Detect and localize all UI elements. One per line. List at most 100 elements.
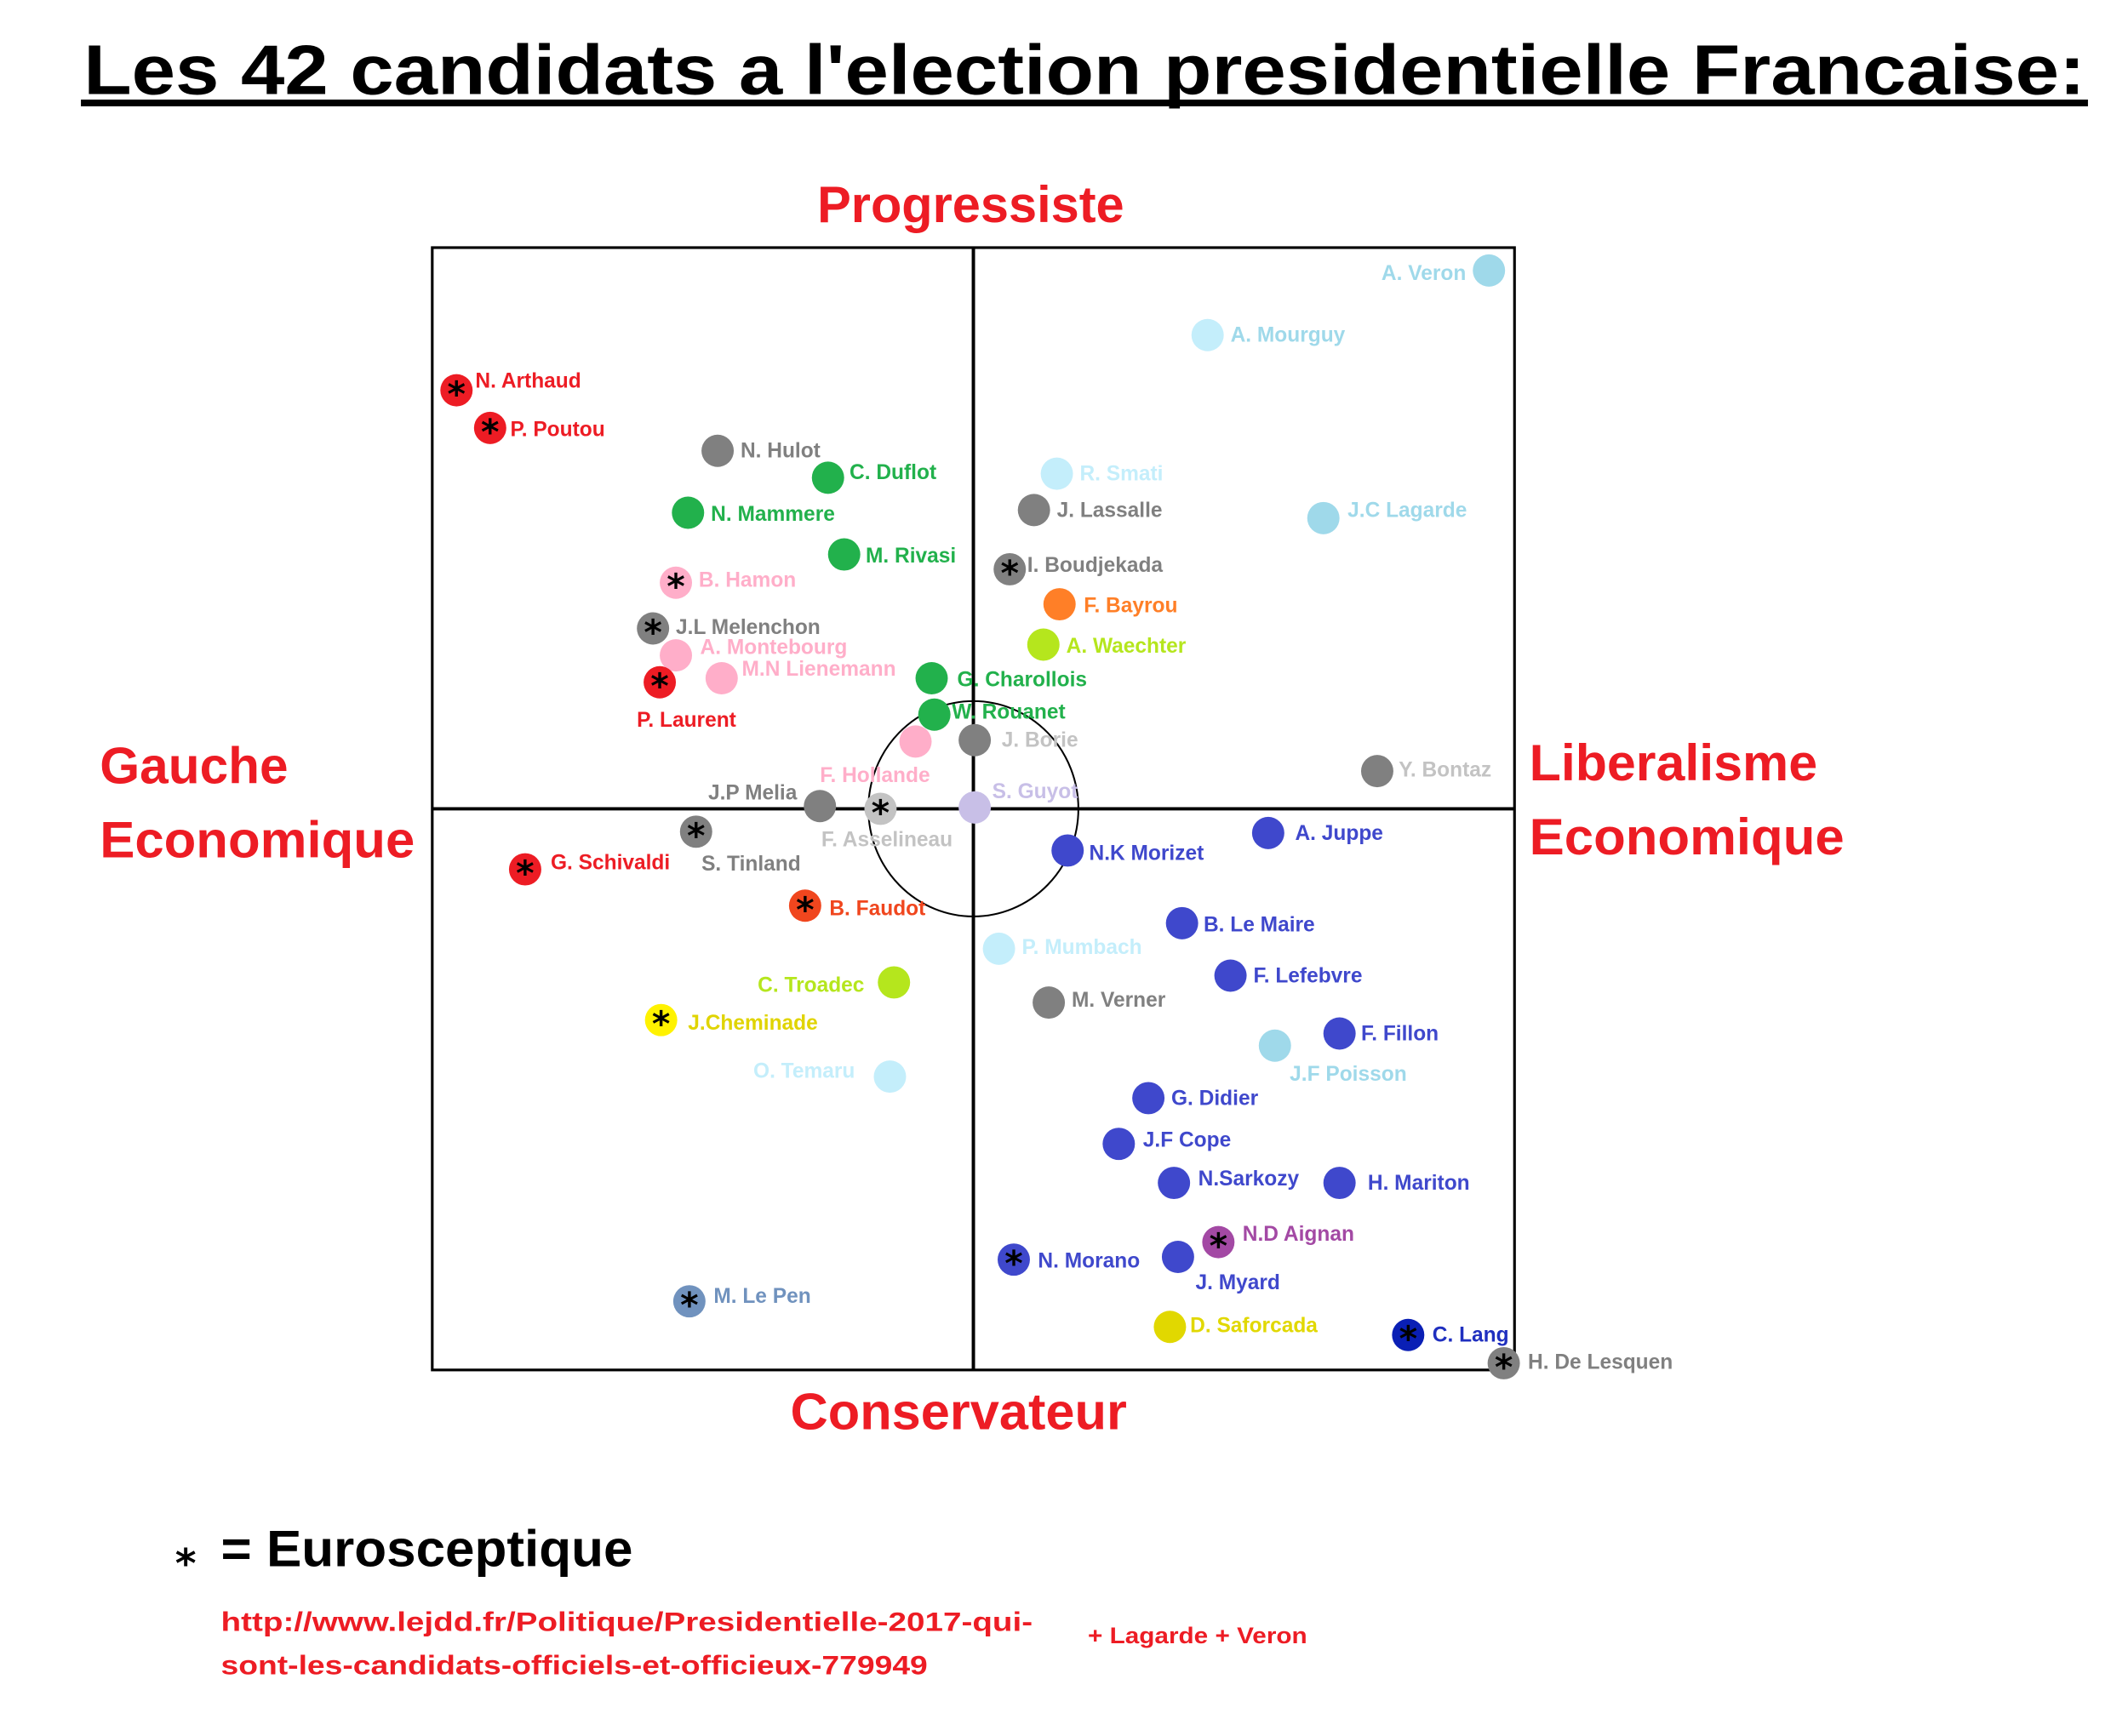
candidate-label: M.N Lienemann	[742, 658, 896, 681]
candidate-dot	[878, 966, 911, 999]
legend-text: = Eurosceptique	[221, 1521, 633, 1578]
candidate-dot	[1027, 628, 1060, 661]
candidate-point: F. Bayrou	[1043, 588, 1177, 621]
eurosceptic-asterisk-icon: *	[650, 666, 669, 707]
candidate-label: N. Morano	[1038, 1250, 1140, 1273]
candidate-dot	[1165, 906, 1199, 939]
candidate-point: J. Borie	[958, 723, 1078, 757]
candidate-dot	[440, 374, 473, 407]
candidate-label: F. Fillon	[1361, 1022, 1439, 1045]
chart-title: Les 42 candidats a l'election presidenti…	[83, 32, 2085, 110]
candidate-label: J.L Melenchon	[676, 616, 821, 639]
candidate-label: A. Montebourg	[701, 637, 848, 660]
candidate-point: M. Rivasi	[827, 538, 956, 571]
candidate-point: * G. Schivaldi	[508, 852, 670, 894]
candidate-dot	[788, 889, 821, 922]
candidate-dot	[1191, 318, 1224, 351]
candidate-point: * B. Faudot	[788, 889, 925, 930]
candidate-label: J. Borie	[1002, 729, 1078, 752]
candidate-point: F. Fillon	[1323, 1017, 1439, 1050]
candidate-point: * J.L Melenchon	[637, 612, 821, 653]
candidate-label: N.K Morizet	[1090, 842, 1204, 865]
candidate-dot	[1251, 816, 1284, 849]
candidate-point: * P. Poutou	[473, 411, 605, 453]
candidate-dot	[811, 461, 844, 494]
eurosceptic-asterisk-icon: *	[872, 792, 890, 833]
source-note: + Lagarde + Veron	[1088, 1623, 1307, 1648]
candidate-dot	[473, 411, 506, 444]
candidate-dot	[958, 791, 992, 824]
eurosceptic-asterisk-icon: *	[448, 374, 466, 415]
candidate-dot	[672, 1285, 706, 1318]
candidate-label: N. Mammere	[711, 503, 835, 526]
candidate-label: J.Cheminade	[688, 1012, 818, 1035]
candidate-dot	[1051, 834, 1084, 867]
candidate-point: Y. Bontaz	[1360, 755, 1491, 788]
candidate-label: C. Troadec	[758, 974, 864, 996]
candidate-label: W. Rouanet	[952, 700, 1065, 723]
candidate-label: G. Charollois	[958, 669, 1087, 692]
candidate-point: D. Saforcada	[1153, 1311, 1318, 1344]
candidate-point: C. Duflot	[811, 461, 936, 494]
candidate-point: J.P Melia	[708, 781, 837, 823]
candidate-dot	[864, 792, 897, 825]
candidate-dot	[899, 725, 932, 758]
candidate-point: C. Troadec	[758, 966, 911, 999]
candidate-label: J. Lassalle	[1057, 499, 1163, 522]
candidate-point: * J.Cheminade	[644, 1004, 818, 1045]
source-url-line1[interactable]: http://www.lejdd.fr/Politique/Presidenti…	[221, 1607, 1033, 1637]
candidate-label: P. Poutou	[511, 418, 605, 441]
candidate-point: *P. Laurent	[637, 666, 736, 732]
candidate-dot	[701, 434, 735, 467]
candidate-dot	[1043, 588, 1076, 621]
source-url-line2[interactable]: sont-les-candidats-officiels-et-officieu…	[221, 1649, 928, 1680]
candidate-dot	[873, 1060, 907, 1094]
candidate-point: F. Lefebvre	[1214, 959, 1362, 992]
candidate-point: G. Charollois	[915, 662, 1087, 694]
candidate-dot	[1214, 959, 1247, 992]
candidate-dot	[915, 662, 948, 694]
candidate-point: M.N Lienemann	[705, 658, 896, 694]
candidate-point: J.C Lagarde	[1307, 499, 1467, 534]
candidate-point: N. Mammere	[672, 496, 835, 529]
candidate-dot	[1487, 1346, 1520, 1379]
candidate-point: H. Mariton	[1323, 1167, 1470, 1200]
candidate-label: P. Mumbach	[1021, 936, 1141, 959]
candidate-point: * M. Le Pen	[672, 1285, 811, 1326]
eurosceptic-asterisk-icon: *	[1210, 1226, 1227, 1267]
candidate-label: N. Arthaud	[475, 369, 581, 392]
candidate-label: F. Bayrou	[1084, 595, 1177, 618]
candidate-point: * N. Morano	[998, 1243, 1140, 1284]
eurosceptic-asterisk-icon: *	[1000, 553, 1019, 594]
candidate-dot	[918, 698, 951, 731]
candidate-label: G. Schivaldi	[551, 852, 670, 875]
candidate-point: N.Sarkozy	[1158, 1167, 1299, 1200]
candidate-label: O. Temaru	[753, 1060, 855, 1083]
candidate-dot	[637, 612, 670, 645]
axis-label-top: Progressiste	[817, 176, 1124, 233]
candidate-point: * H. De Lesquen	[1487, 1346, 1673, 1388]
candidate-dot	[508, 853, 541, 886]
axis-label-bottom: Conservateur	[790, 1383, 1126, 1440]
axis-label-right-2: Economique	[1530, 808, 1845, 865]
candidate-dot	[1132, 1082, 1165, 1115]
candidate-point: W. Rouanet	[918, 698, 1066, 731]
candidate-dot	[672, 496, 705, 529]
candidate-label: S. Tinland	[701, 853, 801, 876]
candidate-label: R. Smati	[1079, 463, 1163, 486]
candidate-label: S. Guyot	[993, 780, 1078, 803]
candidate-label: H. De Lesquen	[1528, 1351, 1673, 1373]
candidate-label: P. Laurent	[637, 709, 736, 732]
candidate-point: *F. Asselineau	[821, 792, 953, 851]
candidate-point: J. Myard	[1161, 1241, 1280, 1294]
candidate-dot	[1158, 1167, 1191, 1200]
candidate-label: J. Myard	[1195, 1271, 1279, 1294]
candidate-point: N. Hulot	[701, 434, 821, 467]
candidate-point: S. Guyot	[958, 780, 1078, 824]
candidate-label: M. Rivasi	[866, 545, 956, 568]
candidate-point: O. Temaru	[753, 1060, 907, 1094]
eurosceptic-asterisk-icon: *	[516, 854, 535, 894]
candidate-dot	[1323, 1017, 1356, 1050]
candidate-dot	[982, 932, 1015, 965]
eurosceptic-asterisk-icon: *	[687, 815, 706, 856]
